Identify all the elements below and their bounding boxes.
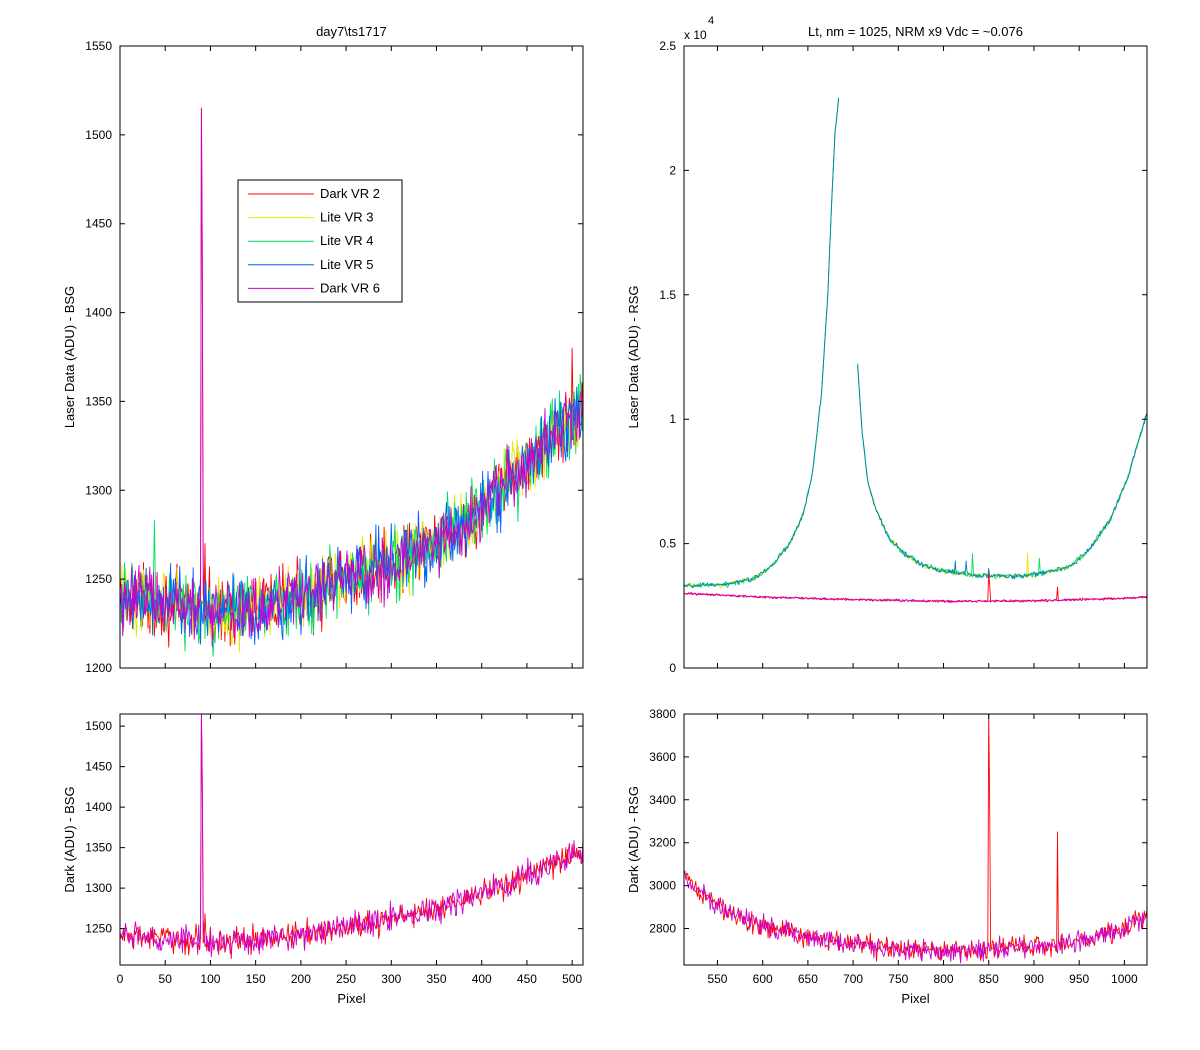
legend-entry-label: Lite VR 5 xyxy=(320,257,373,272)
y-axis-label: Laser Data (ADU) - RSG xyxy=(626,285,641,428)
x-axis-label: Pixel xyxy=(901,991,929,1006)
x-tick-label: 0 xyxy=(117,972,124,986)
y-tick-label: 1300 xyxy=(85,881,112,895)
x-tick-label: 400 xyxy=(472,972,492,986)
x-tick-label: 500 xyxy=(562,972,582,986)
legend: Dark VR 2 Lite VR 3 Lite VR 4 Lite VR 5 Dark… xyxy=(237,179,403,303)
x-tick-label: 1000 xyxy=(1111,972,1138,986)
x-tick-label: 900 xyxy=(1024,972,1044,986)
legend-entry-label: Dark VR 2 xyxy=(320,186,380,201)
y-tick-label: 2800 xyxy=(649,922,676,936)
x-tick-label: 350 xyxy=(426,972,446,986)
axes-frame xyxy=(683,713,1148,966)
chart-br: 550 600 650 700 750 800 850 900 950 1000 2800 3000 3… xyxy=(626,707,1148,1006)
y-exponent-label: x 10 xyxy=(684,28,707,42)
y-tick-label: 1350 xyxy=(85,394,112,408)
x-tick-label: 800 xyxy=(934,972,954,986)
y-exponent: 4 xyxy=(708,15,714,27)
y-axis-label: Laser Data (ADU) - BSG xyxy=(62,286,77,428)
y-axis-label: Dark (ADU) - RSG xyxy=(626,786,641,893)
y-tick-label: 3800 xyxy=(649,707,676,721)
y-tick-label: 1.5 xyxy=(659,288,676,302)
y-tick-label: 1250 xyxy=(85,572,112,586)
y-tick-label: 1500 xyxy=(85,128,112,142)
x-tick-label: 200 xyxy=(291,972,311,986)
y-tick-label: 1200 xyxy=(85,661,112,675)
x-tick-label: 250 xyxy=(336,972,356,986)
y-tick-label: 2 xyxy=(669,163,676,177)
y-tick-label: 1500 xyxy=(85,719,112,733)
y-tick-label: 3600 xyxy=(649,750,676,764)
y-tick-label: 1250 xyxy=(85,922,112,936)
series-line-dark-vr-6 xyxy=(120,107,583,647)
series-line-dark-vr-6 xyxy=(120,714,583,958)
axes-frame xyxy=(119,45,584,669)
y-tick-label: 1 xyxy=(669,412,676,426)
chart-tr: 0 0.5 1 1.5 2 2.5 x 104 Lt, nm = 1025, NRM x9 V… xyxy=(626,15,1148,675)
y-axis-label: Dark (ADU) - BSG xyxy=(62,786,77,892)
x-tick-label: 550 xyxy=(707,972,727,986)
y-tick-label: 1450 xyxy=(85,217,112,231)
series-line-dark-vr-2 xyxy=(684,714,1147,962)
x-tick-label: 850 xyxy=(979,972,999,986)
plot-area xyxy=(684,46,1147,668)
chart-title: day7\ts1717 xyxy=(316,24,387,39)
x-tick-label: 450 xyxy=(517,972,537,986)
legend-entry-label: Lite VR 4 xyxy=(320,233,373,248)
y-tick-label: 3400 xyxy=(649,793,676,807)
x-tick-label: 950 xyxy=(1069,972,1089,986)
x-tick-label: 650 xyxy=(798,972,818,986)
y-tick-label: 0.5 xyxy=(659,537,676,551)
series-line-lite-vr-5 xyxy=(120,386,583,646)
legend-entry-label: Dark VR 6 xyxy=(320,280,380,295)
y-tick-label: 1350 xyxy=(85,841,112,855)
chart-tl: 1200 1250 1300 1350 1400 1450 1500 1550 day7\ts1… xyxy=(62,24,584,675)
y-tick-label: 1400 xyxy=(85,306,112,320)
x-axis-label: Pixel xyxy=(337,991,365,1006)
chart-title: Lt, nm = 1025, NRM x9 Vdc = ~0.076 xyxy=(808,24,1023,39)
y-tick-label: 3200 xyxy=(649,836,676,850)
series-line-dark-vr-6 xyxy=(684,871,1147,964)
x-tick-label: 750 xyxy=(888,972,908,986)
y-tick-label: 1550 xyxy=(85,39,112,53)
y-tick-label: 3000 xyxy=(649,879,676,893)
chart-bl: 0 50 100 150 200 250 300 350 400 450 500 1250 1300 13… xyxy=(62,713,584,1006)
x-tick-label: 300 xyxy=(381,972,401,986)
x-tick-label: 700 xyxy=(843,972,863,986)
y-tick-label: 1400 xyxy=(85,800,112,814)
series-line-dark-vr-2 xyxy=(120,714,583,960)
x-tick-label: 600 xyxy=(753,972,773,986)
axes-frame xyxy=(119,713,584,966)
x-tick-label: 100 xyxy=(200,972,220,986)
y-tick-label: 2.5 xyxy=(659,39,676,53)
legend-entry-label: Lite VR 3 xyxy=(320,210,373,225)
y-tick-label: 1450 xyxy=(85,760,112,774)
series-line-lite-vr-5 xyxy=(684,98,1147,589)
x-tick-label: 150 xyxy=(246,972,266,986)
series-line-dark-vr-6 xyxy=(684,592,1147,603)
x-tick-label: 50 xyxy=(159,972,173,986)
y-tick-label: 1300 xyxy=(85,483,112,497)
y-tick-label: 0 xyxy=(669,661,676,675)
axes-frame xyxy=(683,45,1148,669)
